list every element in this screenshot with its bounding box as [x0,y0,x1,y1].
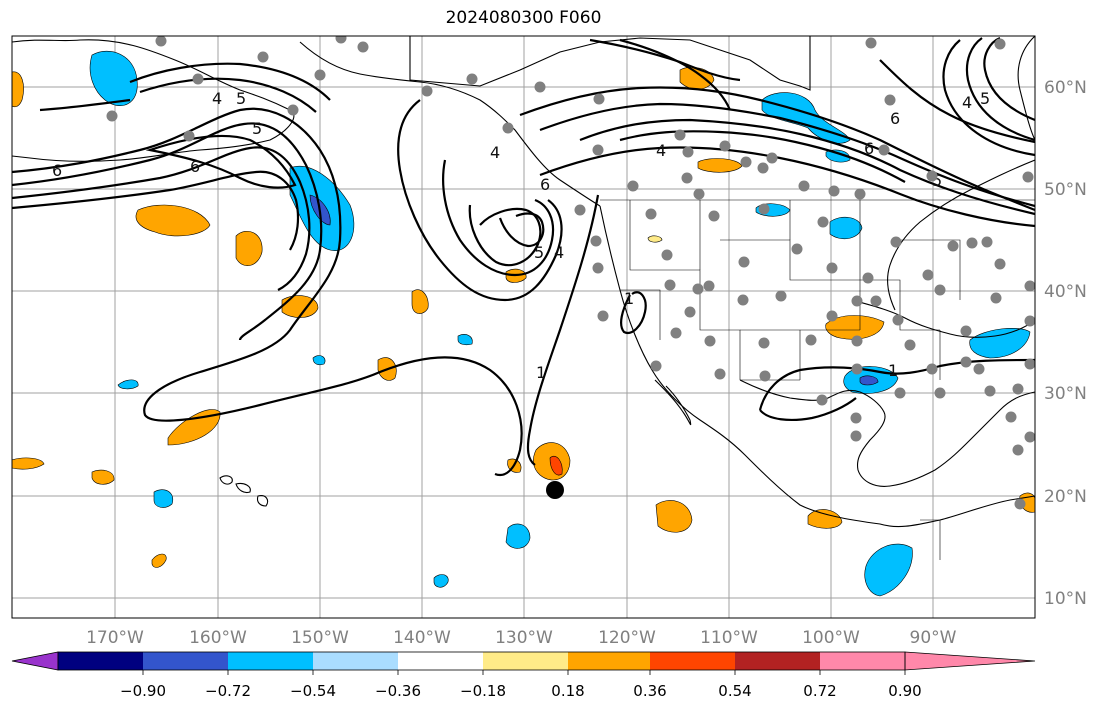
lat-tick-label: 40°N [1044,282,1087,302]
colorbar-tick-label: −0.90 [120,682,166,700]
colorbar-tick-label: 0.18 [551,682,584,700]
contour-label: 4 [554,243,564,262]
contour-label: 1 [888,361,898,380]
colorbar-segment [568,652,650,670]
colorbar-tick-label: 0.36 [633,682,666,700]
contour-label: 5 [980,89,990,108]
latitude-axis: 60°N 50°N 40°N 30°N 20°N 10°N [1044,78,1087,609]
contour-label: 6 [540,175,550,194]
colorbar-segment [735,652,820,670]
lat-tick-label: 60°N [1044,78,1087,98]
contour-label: 4 [962,93,972,112]
political-boundaries [600,199,1035,560]
point-marker [546,481,564,499]
longitude-axis: 170°W 160°W 150°W 140°W 130°W 120°W 110°… [86,628,957,648]
colorbar-segment [228,652,313,670]
contour-label: 1 [624,289,634,308]
colorbar-tick-label: 0.90 [888,682,921,700]
lon-tick-label: 120°W [598,628,656,648]
contour-label: 6 [190,157,200,176]
station-markers [106,36,1035,510]
lon-tick-label: 90°W [910,628,957,648]
colorbar-tick-label: 0.72 [803,682,836,700]
contour-label: 5 [236,89,246,108]
lon-tick-label: 170°W [86,628,144,648]
lon-tick-label: 150°W [291,628,349,648]
contour-label-group: 4 5 6 6 5 4 6 5 4 5 6 4 4 1 1 1 6 5 [52,89,990,382]
lat-tick-label: 30°N [1044,384,1087,404]
colorbar-segment [58,652,143,670]
contour-label: 5 [932,171,942,190]
map-title: 2024080300 F060 [445,8,602,28]
lon-tick-label: 140°W [393,628,451,648]
colorbar-tick-label: −0.72 [205,682,251,700]
contour-label: 6 [890,109,900,128]
lon-tick-label: 160°W [189,628,247,648]
contour-lines [12,36,1035,477]
coastlines [12,36,1035,528]
contour-label: 6 [52,161,62,180]
contour-label: 5 [252,119,262,138]
colorbar-tick-label: −0.54 [290,682,336,700]
contour-label: 4 [212,89,222,108]
map-border [11,35,1036,619]
lat-tick-label: 10°N [1044,589,1087,609]
colorbar-segment [143,652,228,670]
colorbar-tick-label: −0.18 [460,682,506,700]
colorbar-segment [313,652,398,670]
colorbar-extend-high [904,651,1036,671]
contour-label: 5 [534,243,544,262]
contour-label: 4 [490,143,500,162]
colorbar-segment [398,652,483,670]
lat-tick-label: 20°N [1044,487,1087,507]
colorbar-segment [650,652,735,670]
contour-label: 6 [864,139,874,158]
colorbar-segment [483,652,568,670]
lon-tick-label: 100°W [802,628,860,648]
colorbar-extend-low [11,651,59,671]
colorbar-ticks [142,670,906,675]
colorbar-tick-label: −0.36 [375,682,421,700]
contour-label: 1 [536,363,546,382]
lat-tick-label: 50°N [1044,180,1087,200]
colorbar: −0.90 −0.72 −0.54 −0.36 −0.18 0.18 0.36 … [11,651,1036,700]
colorbar-tick-label: 0.54 [718,682,751,700]
lon-tick-label: 130°W [495,628,553,648]
contour-label: 4 [656,141,666,160]
colorbar-segment [820,652,905,670]
lon-tick-label: 110°W [700,628,758,648]
